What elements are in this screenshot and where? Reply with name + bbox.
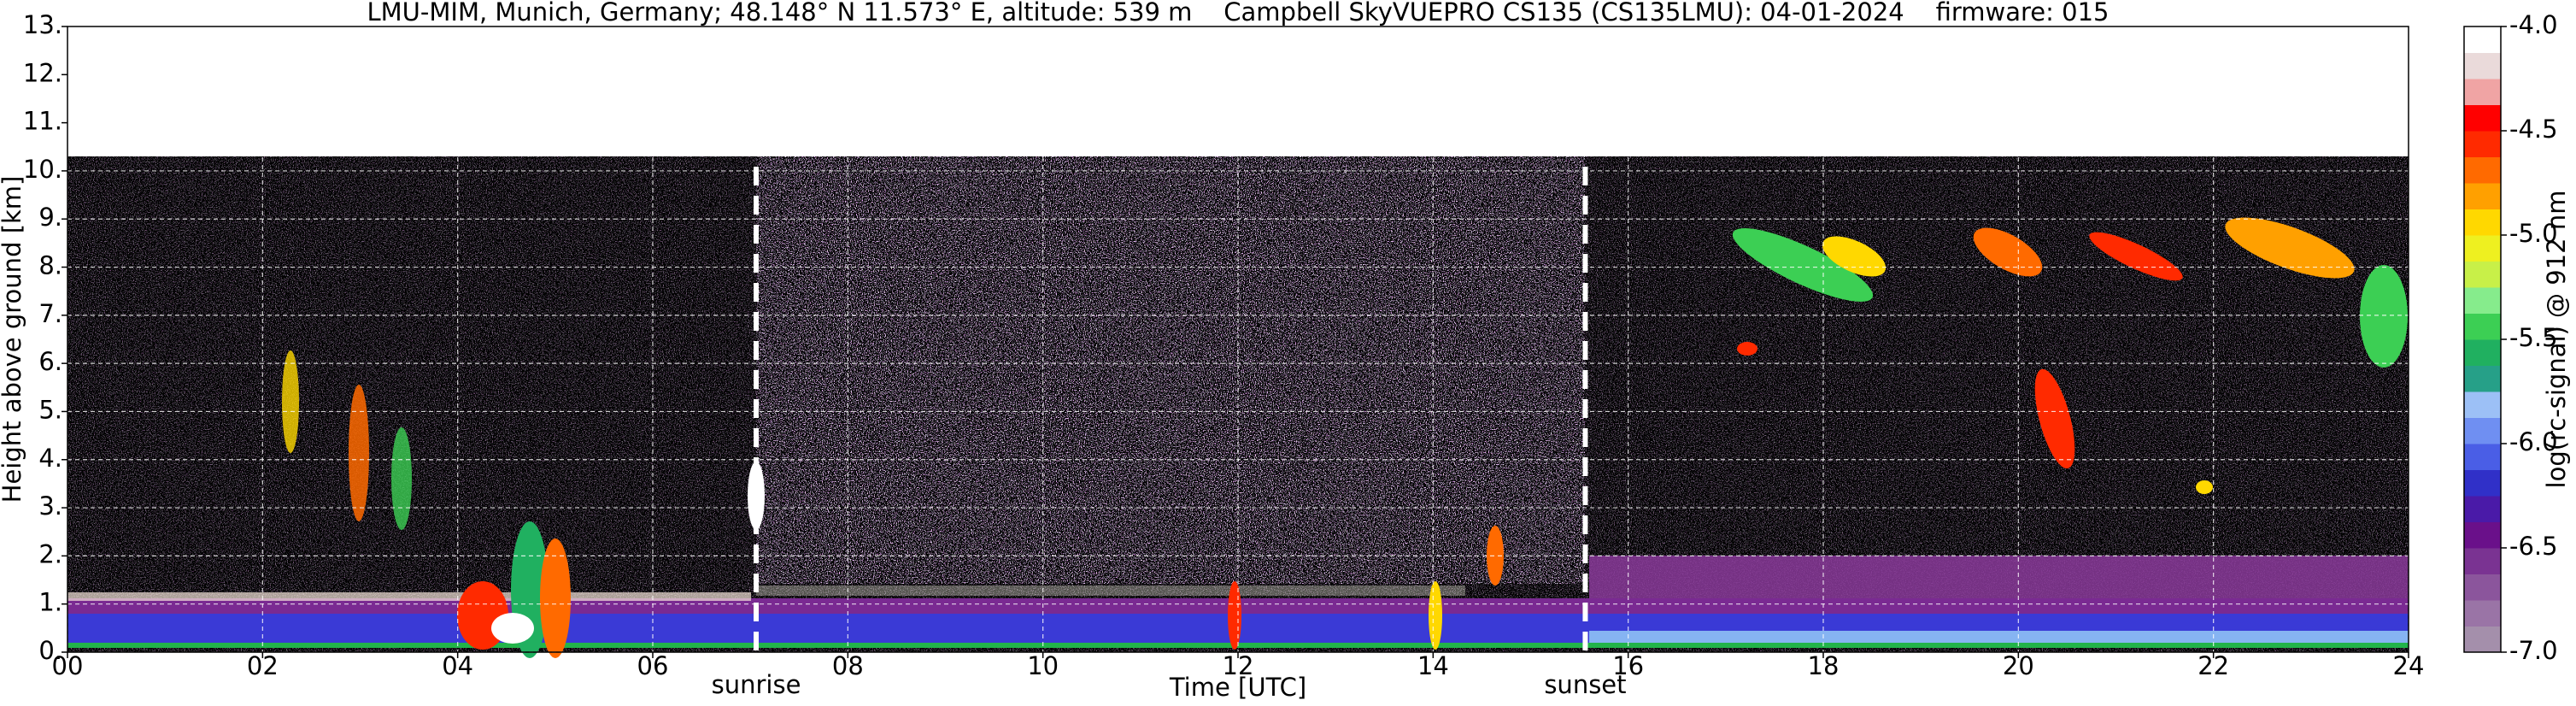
cloud-blob xyxy=(282,350,299,453)
colorbar-swatch xyxy=(2464,52,2501,79)
colorbar-swatch xyxy=(2464,391,2501,418)
y-tick-label: 3. xyxy=(38,491,62,521)
annotation-label: sunrise xyxy=(712,670,801,699)
x-axis-label: Time [UTC] xyxy=(1169,673,1306,702)
cloud-blob xyxy=(1973,227,2043,277)
colorbar-swatch xyxy=(2464,26,2501,53)
y-tick-label: 6. xyxy=(38,347,62,376)
colorbar-swatch xyxy=(2464,104,2501,132)
x-tick-label: 08 xyxy=(832,651,864,680)
y-tick-label: 13. xyxy=(23,10,62,39)
cloud-blob xyxy=(1732,228,1874,302)
x-tick-label: 04 xyxy=(442,651,473,680)
cloud-blob xyxy=(1737,342,1757,356)
colorbar-swatch xyxy=(2464,469,2501,497)
colorbar-swatch xyxy=(2464,417,2501,444)
x-tick-label: 14 xyxy=(1417,651,1449,680)
colorbar-label: log(rc-signal) @ 912 nm xyxy=(2542,191,2571,489)
x-tick-label: 20 xyxy=(2003,651,2034,680)
colorbar-swatch xyxy=(2464,156,2501,184)
colorbar-tick-label: -6.5 xyxy=(2509,532,2558,561)
colorbar-swatch xyxy=(2464,209,2501,236)
cloud-blob xyxy=(2034,368,2075,469)
colorbar-swatch xyxy=(2464,600,2501,627)
y-tick-label: 9. xyxy=(38,203,62,232)
colorbar-tick-label: -4.5 xyxy=(2509,115,2558,144)
y-axis-label: Height above ground [km] xyxy=(0,176,26,503)
colorbar-swatch xyxy=(2464,574,2501,601)
colorbar-swatch xyxy=(2464,183,2501,209)
colorbar-swatch xyxy=(2464,313,2501,340)
cloud-blob xyxy=(349,385,369,521)
cloud-blob xyxy=(540,538,571,658)
colorbar-tick-label: -4.0 xyxy=(2509,10,2558,39)
cloud-blob xyxy=(391,427,412,530)
colorbar-swatch xyxy=(2464,444,2501,470)
colorbar-swatch xyxy=(2464,496,2501,522)
colorbar-swatch xyxy=(2464,339,2501,366)
colorbar-swatch xyxy=(2464,548,2501,574)
x-tick-label: 24 xyxy=(2393,651,2425,680)
colorbar-swatch xyxy=(2464,261,2501,288)
cloud-blob xyxy=(1487,526,1504,585)
chart-title: LMU-MIM, Munich, Germany; 48.148° N 11.5… xyxy=(367,0,2110,26)
annotation-label: sunset xyxy=(1544,670,1626,699)
cloud-blob xyxy=(1429,581,1442,650)
y-tick-label: 4. xyxy=(38,444,62,473)
x-tick-label: 12 xyxy=(1223,651,1254,680)
colorbar-swatch xyxy=(2464,626,2501,653)
x-tick-label: 10 xyxy=(1027,651,1059,680)
y-tick-label: 11. xyxy=(23,107,62,136)
colorbar-swatch xyxy=(2464,521,2501,549)
y-tick-label: 10. xyxy=(23,155,62,184)
colorbar-swatch xyxy=(2464,131,2501,157)
cloud-blob xyxy=(2225,217,2355,279)
x-tick-label: 02 xyxy=(247,651,279,680)
colorbar-tick-label: -5.5 xyxy=(2509,323,2558,352)
y-tick-label: 0. xyxy=(38,636,62,665)
heatmap-layer xyxy=(67,592,751,601)
colorbar-tick-label: -5.0 xyxy=(2509,219,2558,248)
y-tick-label: 8. xyxy=(38,251,62,280)
y-tick-label: 12. xyxy=(23,58,62,87)
cloud-blob xyxy=(2089,232,2183,281)
heatmap-noise xyxy=(756,156,1585,584)
x-tick-label: 22 xyxy=(2198,651,2229,680)
x-tick-label: 18 xyxy=(1808,651,1840,680)
y-tick-label: 2. xyxy=(38,539,62,568)
x-tick-label: 06 xyxy=(637,651,669,680)
cloud-blob xyxy=(2196,480,2213,494)
cloud-blob xyxy=(491,613,534,644)
colorbar-swatch xyxy=(2464,79,2501,105)
cloud-blob xyxy=(1822,236,1887,277)
heatmap-layer xyxy=(1589,631,2409,644)
cloud-blob xyxy=(2360,265,2408,368)
x-tick-label: 16 xyxy=(1612,651,1644,680)
y-tick-label: 5. xyxy=(38,395,62,424)
cloud-blob xyxy=(1228,581,1241,650)
colorbar-swatch xyxy=(2464,235,2501,262)
heatmap-layer xyxy=(756,585,1465,596)
y-tick-label: 7. xyxy=(38,299,62,328)
y-tick-label: 1. xyxy=(38,588,62,617)
colorbar-tick-label: -7.0 xyxy=(2509,636,2558,665)
colorbar-tick-label: -6.0 xyxy=(2509,427,2558,456)
x-tick-label: 00 xyxy=(52,651,84,680)
colorbar-swatch xyxy=(2464,287,2501,314)
colorbar-swatch xyxy=(2464,365,2501,392)
